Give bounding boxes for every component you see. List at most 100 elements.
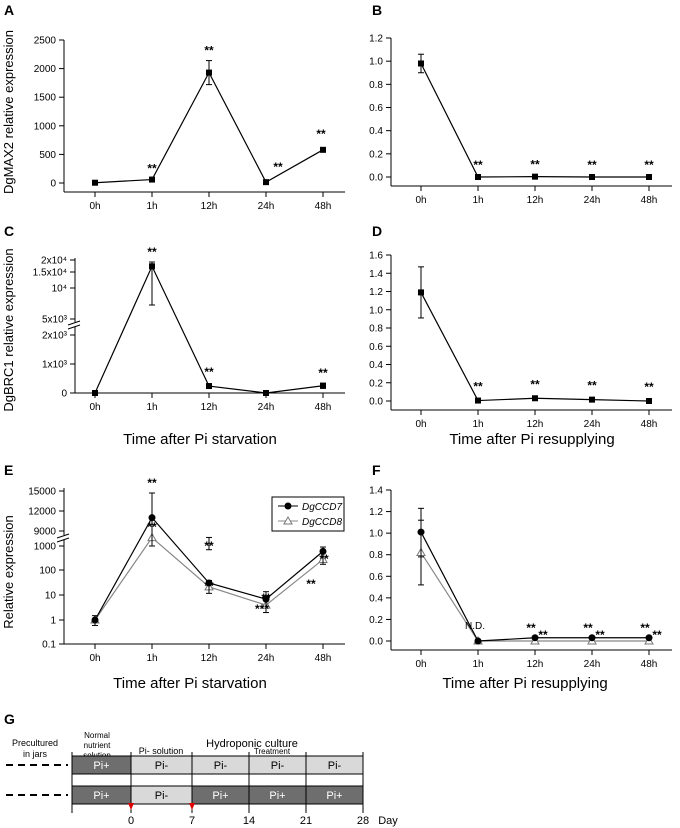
significance-label: ** <box>587 379 597 393</box>
treatment-cell-label: Pi+ <box>326 790 342 802</box>
x-tick-label: 0h <box>89 653 100 664</box>
red-marker-arrow <box>128 803 134 810</box>
y-tick-label: 12000 <box>28 507 56 518</box>
panel-letter: D <box>372 223 382 239</box>
y-tick-label: 1.4 <box>369 269 383 280</box>
treatment-cell-label: Pi+ <box>212 790 228 802</box>
treatment-cell-label: Pi+ <box>269 790 285 802</box>
y-tick-label: 0.2 <box>369 378 383 389</box>
y-tick-label: 1.0 <box>369 305 383 316</box>
y-tick-label: 10⁴ <box>52 284 67 295</box>
y-tick-label: 0.6 <box>369 103 383 114</box>
x-tick-label: 1h <box>146 653 157 664</box>
x-tick-label: 24h <box>258 402 275 413</box>
legend-marker-dgccd8 <box>283 515 293 525</box>
significance-label: ** <box>306 577 316 591</box>
precultured-label: Precultured <box>12 738 58 748</box>
treatment-cell-label: Pi+ <box>93 790 109 802</box>
significance-label: ** <box>147 245 157 259</box>
y-tick-label: 2x10³ <box>42 331 68 342</box>
y-tick-label: 0.2 <box>369 149 383 160</box>
y-tick-label: 100 <box>39 566 56 577</box>
diagram-title: Hydroponic culture <box>206 738 298 750</box>
x-tick-label: 1h <box>472 419 483 430</box>
y-tick-label: 0.4 <box>369 360 383 371</box>
y-tick-label: 1500 <box>34 93 57 104</box>
dgbrc1-resupply-series-point <box>646 398 652 404</box>
treatment-label: Treatment <box>254 747 291 756</box>
significance-label: ** <box>204 44 214 58</box>
x-tick-label: 1h <box>146 402 157 413</box>
dgccd7-series-line <box>94 516 324 621</box>
y-tick-label: 0.0 <box>369 173 383 184</box>
y-axis-title: Relative expression <box>1 515 16 628</box>
x-tick-label: 0h <box>415 419 426 430</box>
y-tick-label: 1.2 <box>369 34 383 45</box>
dgmax2-series-point <box>263 179 269 186</box>
treatment-cell-label: Pi- <box>214 760 228 772</box>
dgmax2-series-point <box>149 176 155 183</box>
y-tick-label: 0.0 <box>369 637 383 648</box>
treatment-cell <box>305 785 364 805</box>
x-tick-label: 48h <box>315 653 332 664</box>
significance-label: ** <box>640 621 650 635</box>
significance-label: ** <box>587 158 597 172</box>
panel-letter: E <box>4 462 13 478</box>
treatment-cell <box>305 755 364 775</box>
y-tick-label: 1.0 <box>369 529 383 540</box>
significance-label: ** <box>583 621 593 635</box>
normal-nutrient-label: nutrient <box>84 741 111 750</box>
significance-label: ** <box>147 520 157 534</box>
x-tick-label: 12h <box>527 419 544 430</box>
dgmax2-resupply-series-point <box>589 174 595 180</box>
y-tick-label: 0.6 <box>369 572 383 583</box>
axis-break-gap <box>58 535 70 540</box>
y-axis-title: DgMAX2 relative expression <box>1 30 16 194</box>
treatment-cell-label: Pi- <box>271 760 285 772</box>
y-tick-label: 0.6 <box>369 342 383 353</box>
day-label: 28 <box>357 815 369 827</box>
x-tick-label: 12h <box>527 195 544 206</box>
significance-label: ** <box>538 628 548 642</box>
axis-break-mark <box>56 533 70 539</box>
x-tick-label: 1h <box>472 659 483 670</box>
x-tick-label: 48h <box>641 419 658 430</box>
dgmax2-series-point <box>92 179 98 186</box>
dgccd7-resupply-series-point <box>474 637 482 645</box>
y-tick-label: 1.0 <box>369 57 383 68</box>
not-detected-label: N.D. <box>465 621 485 632</box>
x-tick-label: 48h <box>641 195 658 206</box>
treatment-cell-label: Pi- <box>155 790 169 802</box>
x-axis-title: Time after Pi starvation <box>113 675 267 692</box>
treatment-cell-label: Pi+ <box>93 760 109 772</box>
significance-label: ** <box>261 591 271 605</box>
significance-label: ** <box>316 127 326 141</box>
legend-box <box>271 496 345 532</box>
dgbrc1-resupply-series-point <box>475 397 481 404</box>
x-tick-label: 0h <box>415 195 426 206</box>
y-tick-label: 500 <box>39 150 56 161</box>
x-tick-label: 12h <box>527 659 544 670</box>
x-tick-label: 24h <box>258 653 275 664</box>
y-tick-label: 0.0 <box>369 397 383 408</box>
dgbrc1-resupply-series-point <box>589 396 595 403</box>
y-tick-label: 1x10³ <box>42 360 68 371</box>
significance-label: ** <box>530 158 540 172</box>
x-tick-label: 1h <box>472 195 483 206</box>
normal-nutrient-label: Normal <box>84 731 110 740</box>
x-axis-title: Time after Pi resupplying <box>449 431 614 448</box>
y-tick-label: 1.2 <box>369 507 383 518</box>
panel-letter: G <box>4 711 15 727</box>
y-axis-title: DgBRC1 relative expression <box>1 248 16 411</box>
significance-label: ** <box>644 158 654 172</box>
x-tick-label: 0h <box>89 201 100 212</box>
precultured-label: in jars <box>23 749 48 759</box>
significance-label: ** <box>473 380 483 394</box>
dgbrc1-series-point <box>263 390 269 396</box>
y-tick-label: 0.4 <box>369 126 383 137</box>
y-tick-label: 0.8 <box>369 80 383 91</box>
dgmax2-resupply-series-point <box>646 174 652 180</box>
significance-label: ** <box>318 366 328 380</box>
y-tick-label: 1.4 <box>369 486 383 497</box>
x-tick-label: 12h <box>201 201 218 212</box>
